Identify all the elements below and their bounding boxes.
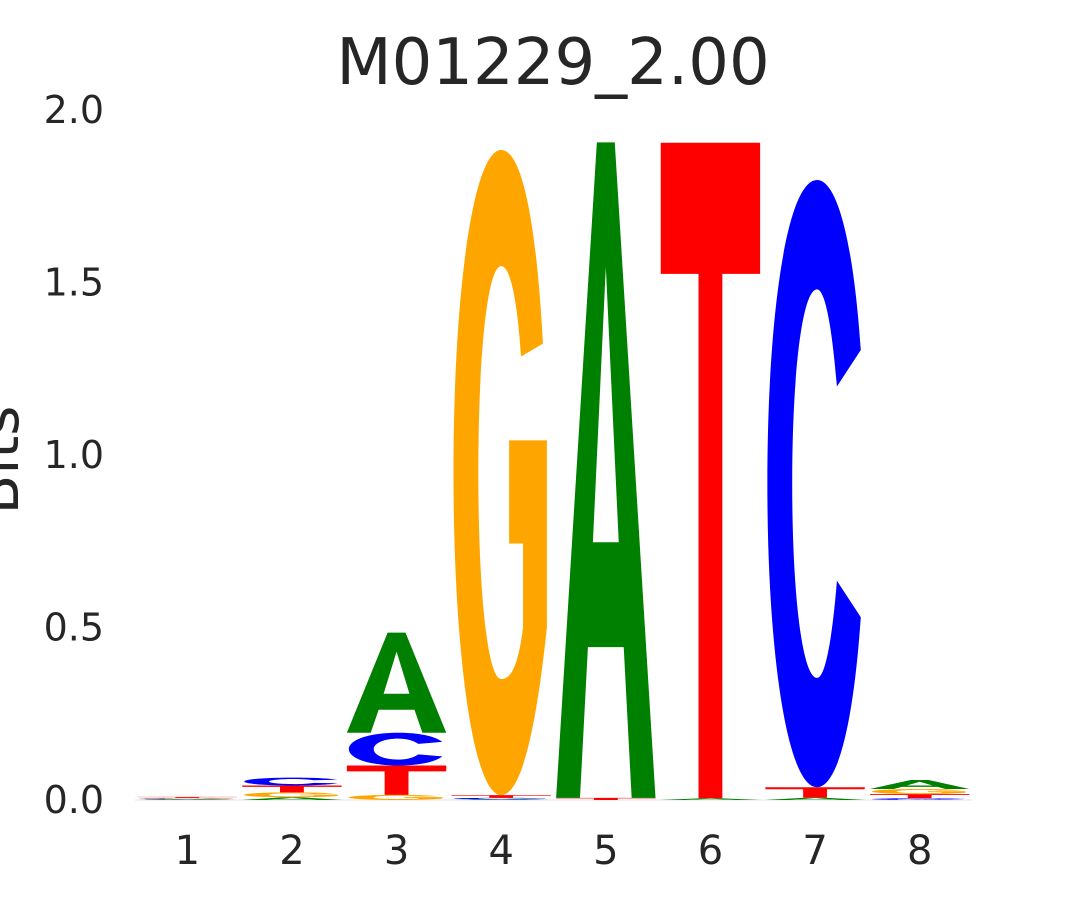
logo-letter-t-pos-8 bbox=[869, 794, 970, 799]
logo-letter-t-pos-2 bbox=[242, 785, 342, 793]
y-tick-label: 1.5 bbox=[44, 261, 104, 305]
y-tick-label: 2.0 bbox=[44, 88, 104, 132]
logo-letter-g-pos-4 bbox=[453, 150, 547, 796]
y-tick-label: 1.0 bbox=[44, 433, 104, 477]
logo-letter-c-pos-3 bbox=[348, 732, 443, 766]
logo-letter-t-pos-4 bbox=[451, 795, 551, 798]
x-tick-label: 8 bbox=[907, 828, 932, 874]
logo-letter-c-pos-7 bbox=[767, 180, 861, 788]
x-tick-label: 7 bbox=[802, 828, 827, 874]
logo-letter-t-pos-1 bbox=[137, 796, 238, 798]
logo-letter-t-pos-3 bbox=[346, 765, 447, 795]
logo-letter-g-pos-8 bbox=[871, 788, 966, 795]
logo-letter-g-pos-1 bbox=[139, 797, 234, 799]
logo-letter-c-pos-1 bbox=[139, 798, 234, 800]
logo-letter-a-pos-2 bbox=[242, 797, 342, 800]
logo-stacks bbox=[137, 142, 970, 801]
logo-letter-t-pos-7 bbox=[765, 787, 865, 798]
logo-letter-a-pos-4 bbox=[451, 799, 551, 800]
x-tick-label: 3 bbox=[384, 828, 409, 874]
logo-letter-a-pos-8 bbox=[869, 779, 970, 789]
logo-letter-c-pos-8 bbox=[871, 798, 966, 800]
logo-letter-t-pos-5 bbox=[556, 797, 656, 800]
x-axis-ticks: 1 2 3 4 5 6 7 8 bbox=[175, 828, 933, 874]
logo-letter-a-pos-3 bbox=[346, 632, 447, 733]
x-tick-label: 2 bbox=[279, 828, 304, 874]
logo-letter-g-pos-2 bbox=[244, 792, 338, 798]
logo-letter-t-pos-6 bbox=[660, 142, 761, 799]
y-tick-label: 0.0 bbox=[44, 778, 104, 822]
logo-letter-c-pos-2 bbox=[244, 777, 338, 786]
logo-letter-a-pos-7 bbox=[765, 797, 865, 801]
y-tick-label: 0.5 bbox=[44, 606, 104, 650]
logo-letter-g-pos-3 bbox=[348, 794, 443, 800]
y-axis-label: Bits bbox=[0, 406, 32, 515]
x-tick-label: 1 bbox=[175, 828, 200, 874]
x-tick-label: 5 bbox=[593, 828, 618, 874]
x-tick-label: 6 bbox=[698, 828, 723, 874]
logo-letter-a-pos-1 bbox=[137, 799, 238, 800]
logo-letter-a-pos-5 bbox=[556, 142, 656, 798]
logo-letter-a-pos-6 bbox=[660, 798, 761, 800]
chart-title: M01229_2.00 bbox=[336, 26, 769, 100]
x-tick-label: 4 bbox=[488, 828, 513, 874]
logo-letter-c-pos-4 bbox=[453, 797, 547, 800]
y-axis-ticks: 0.0 0.5 1.0 1.5 2.0 bbox=[44, 88, 104, 822]
